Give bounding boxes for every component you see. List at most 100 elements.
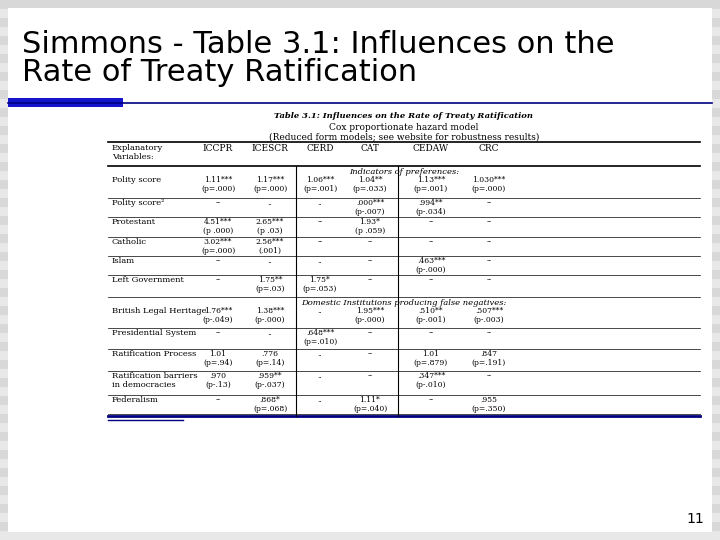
Text: 1.75**
(p=.03): 1.75** (p=.03) xyxy=(256,276,284,293)
Text: Ratification barriers
in democracies: Ratification barriers in democracies xyxy=(112,372,197,389)
Text: Protestant: Protestant xyxy=(112,218,156,226)
Bar xyxy=(0,378,720,387)
Text: --: -- xyxy=(215,199,220,207)
Bar xyxy=(0,108,720,117)
Text: .970
(p-.13): .970 (p-.13) xyxy=(205,372,231,389)
Bar xyxy=(0,0,720,9)
Text: Table 3.1: Influences on the Rate of Treaty Ratification: Table 3.1: Influences on the Rate of Tre… xyxy=(274,112,534,120)
Bar xyxy=(0,18,720,27)
Text: --: -- xyxy=(487,257,492,265)
Text: --: -- xyxy=(215,257,220,265)
Bar xyxy=(0,54,720,63)
Text: Polity score: Polity score xyxy=(112,176,161,184)
Bar xyxy=(0,144,720,153)
Text: British Legal Heritage: British Legal Heritage xyxy=(112,307,207,315)
Text: .776
(p=.14): .776 (p=.14) xyxy=(256,350,284,367)
Text: Ratification Process: Ratification Process xyxy=(112,350,197,358)
Text: 1.75*
(p=.053): 1.75* (p=.053) xyxy=(303,276,337,293)
Text: .347***
(p-.010): .347*** (p-.010) xyxy=(415,372,446,389)
Text: --: -- xyxy=(367,350,373,358)
Bar xyxy=(0,513,720,522)
Bar xyxy=(0,225,720,234)
Bar xyxy=(0,333,720,342)
Text: .000***
(p-.007): .000*** (p-.007) xyxy=(355,199,385,216)
Text: --: -- xyxy=(428,396,433,404)
Text: ..: .. xyxy=(268,329,272,337)
Text: ..: .. xyxy=(268,257,272,265)
Bar xyxy=(0,522,720,531)
Text: --: -- xyxy=(487,199,492,207)
Text: ..: .. xyxy=(318,307,323,315)
Text: --: -- xyxy=(487,372,492,380)
Text: --: -- xyxy=(215,276,220,284)
Bar xyxy=(0,306,720,315)
Bar xyxy=(0,441,720,450)
Bar xyxy=(0,297,720,306)
Text: ..: .. xyxy=(318,257,323,265)
Text: 2.56***
(.001): 2.56*** (.001) xyxy=(256,238,284,255)
Text: ICCPR: ICCPR xyxy=(203,144,233,153)
Text: 1.11***
(p=.000): 1.11*** (p=.000) xyxy=(201,176,235,193)
Text: --: -- xyxy=(318,238,323,246)
Text: Cox proportionate hazard model: Cox proportionate hazard model xyxy=(329,123,479,132)
Bar xyxy=(0,495,720,504)
Text: .955
(p=.350): .955 (p=.350) xyxy=(472,396,506,413)
Text: .463***
(p-.000): .463*** (p-.000) xyxy=(415,257,446,274)
Bar xyxy=(0,279,720,288)
Text: Federalism: Federalism xyxy=(112,396,159,404)
Bar xyxy=(0,198,720,207)
Bar xyxy=(0,81,720,90)
Text: --: -- xyxy=(215,396,220,404)
Text: Polity score²: Polity score² xyxy=(112,199,164,207)
Text: --: -- xyxy=(428,238,433,246)
Text: 1.030***
(p=.000): 1.030*** (p=.000) xyxy=(472,176,506,193)
Text: .959**
(p-.037): .959** (p-.037) xyxy=(255,372,285,389)
Text: 1.13***
(p=.001): 1.13*** (p=.001) xyxy=(414,176,448,193)
Text: Islam: Islam xyxy=(112,257,135,265)
Bar xyxy=(0,189,720,198)
Text: ..: .. xyxy=(318,350,323,358)
Bar xyxy=(0,90,720,99)
Bar xyxy=(0,153,720,162)
Text: --: -- xyxy=(318,218,323,226)
Bar xyxy=(0,99,720,108)
Text: Simmons - Table 3.1: Influences on the: Simmons - Table 3.1: Influences on the xyxy=(22,30,614,59)
Text: 2.65***
(p .03): 2.65*** (p .03) xyxy=(256,218,284,235)
Text: Presidential System: Presidential System xyxy=(112,329,197,337)
Bar xyxy=(0,315,720,324)
Text: --: -- xyxy=(367,372,373,380)
Bar xyxy=(0,369,720,378)
Bar xyxy=(0,252,720,261)
Bar xyxy=(0,387,720,396)
Text: --: -- xyxy=(215,329,220,337)
Text: --: -- xyxy=(367,329,373,337)
Text: CEDAW: CEDAW xyxy=(413,144,449,153)
Text: 1.38***
(p-.000): 1.38*** (p-.000) xyxy=(255,307,285,324)
Text: 1.04**
(p=.033): 1.04** (p=.033) xyxy=(353,176,387,193)
Text: 1.76***
(p-.049): 1.76*** (p-.049) xyxy=(203,307,233,324)
Bar xyxy=(0,351,720,360)
Text: 1.06***
(p=.001): 1.06*** (p=.001) xyxy=(303,176,337,193)
Text: 4.51***
(p .000): 4.51*** (p .000) xyxy=(203,218,233,235)
Text: 1.01
(p=.94): 1.01 (p=.94) xyxy=(203,350,233,367)
Bar xyxy=(0,162,720,171)
Bar xyxy=(0,171,720,180)
Bar xyxy=(0,324,720,333)
Bar xyxy=(0,450,720,459)
Text: Explanatory
Variables:: Explanatory Variables: xyxy=(112,144,163,161)
Text: CAT: CAT xyxy=(361,144,379,153)
Text: (Reduced form models; see website for robustness results): (Reduced form models; see website for ro… xyxy=(269,132,539,141)
Bar xyxy=(0,261,720,270)
Text: --: -- xyxy=(487,218,492,226)
Text: Indicators of preferences:: Indicators of preferences: xyxy=(349,168,459,176)
Bar xyxy=(0,135,720,144)
Text: Left Government: Left Government xyxy=(112,276,184,284)
Text: .510**
(p-.001): .510** (p-.001) xyxy=(415,307,446,324)
Text: Domestic Institutions producing false negatives:: Domestic Institutions producing false ne… xyxy=(301,299,507,307)
Text: Rate of Treaty Ratification: Rate of Treaty Ratification xyxy=(22,58,417,87)
Bar xyxy=(0,360,720,369)
Bar xyxy=(0,459,720,468)
Text: --: -- xyxy=(367,276,373,284)
Text: 1.11*
(p=.040): 1.11* (p=.040) xyxy=(353,396,387,413)
Bar xyxy=(0,27,720,36)
